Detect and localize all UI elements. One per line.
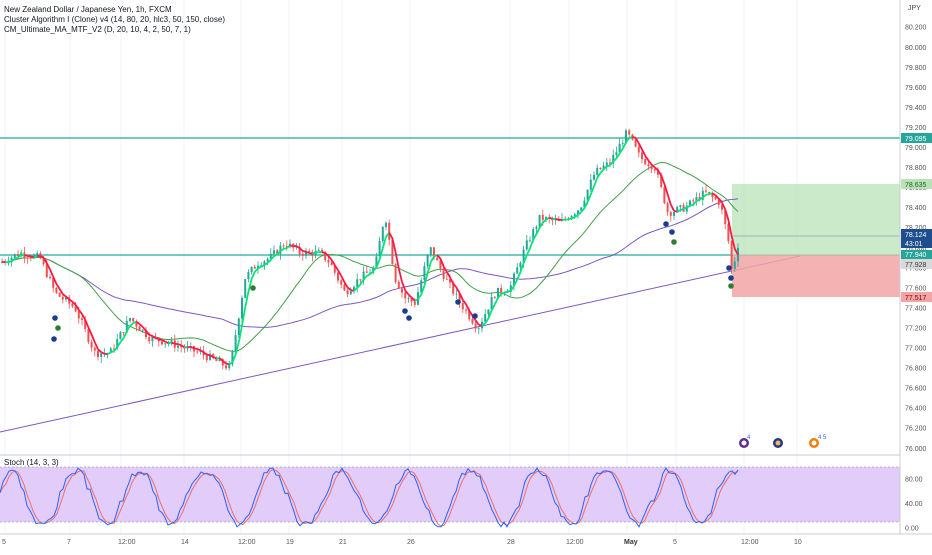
time-tick-label: 10	[794, 539, 802, 546]
entry-tag: 77.940	[901, 250, 932, 259]
time-tick-label: 12:00	[238, 539, 256, 546]
time-tick-label: 5	[2, 539, 6, 546]
price-tick-label: 76.400	[905, 406, 927, 413]
time-tick-label: 5	[673, 539, 677, 546]
time-axis[interactable]: 5 7 12:00 14 12:00 19 21 26 28 12:00 May 5 12:00 10	[2, 539, 802, 546]
price-tick-label: 79.800	[905, 65, 927, 72]
time-tick-label: 12:00	[741, 539, 759, 546]
stoch-legend[interactable]: Stoch (14, 3, 3)	[4, 458, 59, 467]
time-tick-label: 14	[181, 539, 189, 546]
stop-tag: 77.517	[901, 292, 932, 302]
svg-text:79.095: 79.095	[905, 136, 927, 143]
stoch-tick-label: 40.00	[905, 501, 923, 508]
time-tick-label: 12:00	[566, 539, 584, 546]
svg-text:4 5: 4 5	[818, 435, 827, 441]
svg-text:77.928: 77.928	[905, 262, 927, 269]
price-tick-label: 79.400	[905, 105, 927, 112]
price-tick-label: 79.200	[905, 125, 927, 132]
svg-text:78.124: 78.124	[905, 232, 927, 239]
chart-title[interactable]: New Zealand Dollar / Japanese Yen, 1h, F…	[4, 5, 172, 15]
stoch-axis[interactable]: 80.00 40.00 0.00	[905, 477, 923, 533]
price-tick-label: 76.200	[905, 426, 927, 433]
price-tick-label: 77.200	[905, 326, 927, 333]
price-tick-label: 78.400	[905, 205, 927, 212]
price-tick-label: 76.000	[905, 446, 927, 453]
target-zone[interactable]	[732, 184, 900, 255]
svg-text:78.635: 78.635	[905, 182, 927, 189]
price-tick-label: 77.000	[905, 346, 927, 353]
event-badge-2[interactable]	[773, 438, 783, 448]
indicator-legend-ma[interactable]: CM_Ultimate_MA_MTF_V2 (D, 20, 10, 4, 2, …	[4, 25, 191, 35]
price-tick-label: 79.600	[905, 85, 927, 92]
time-tick-label: 19	[286, 539, 294, 546]
currency-label: JPY	[908, 5, 921, 12]
time-tick-label: 26	[407, 539, 415, 546]
price-tick-label: 79.000	[905, 145, 927, 152]
stop-zone[interactable]	[732, 255, 900, 297]
price-tick-label: 77.600	[905, 285, 927, 292]
svg-text:43:01: 43:01	[905, 241, 923, 248]
price-tick-label: 76.800	[905, 366, 927, 373]
target-tag: 78.635	[901, 179, 932, 189]
price-tick-label: 80.000	[905, 45, 927, 52]
stoch-tick-label: 0.00	[905, 526, 919, 533]
time-tick-label: 7	[67, 539, 71, 546]
svg-text:77.517: 77.517	[905, 295, 927, 302]
price-tick-label: 78.800	[905, 165, 927, 172]
price-tick-label: 76.600	[905, 386, 927, 393]
svg-text:77.940: 77.940	[905, 252, 927, 259]
indicator-legend-cluster[interactable]: Cluster Algorithm I (Clone) v4 (14, 80, …	[4, 15, 225, 25]
price-tick-label: 80.200	[905, 25, 927, 32]
time-tick-label: 12:00	[118, 539, 136, 546]
price-tick-label: 77.400	[905, 305, 927, 312]
stoch-tick-label: 80.00	[905, 477, 923, 484]
current-price-tag: 78.124 43:01	[901, 229, 932, 248]
time-tick-label: May	[624, 539, 638, 546]
time-tick-label: 28	[507, 539, 515, 546]
time-tick-label: 21	[339, 539, 347, 546]
resistance-tag: 79.095	[901, 133, 932, 143]
support-tag: 77.928	[901, 259, 932, 269]
